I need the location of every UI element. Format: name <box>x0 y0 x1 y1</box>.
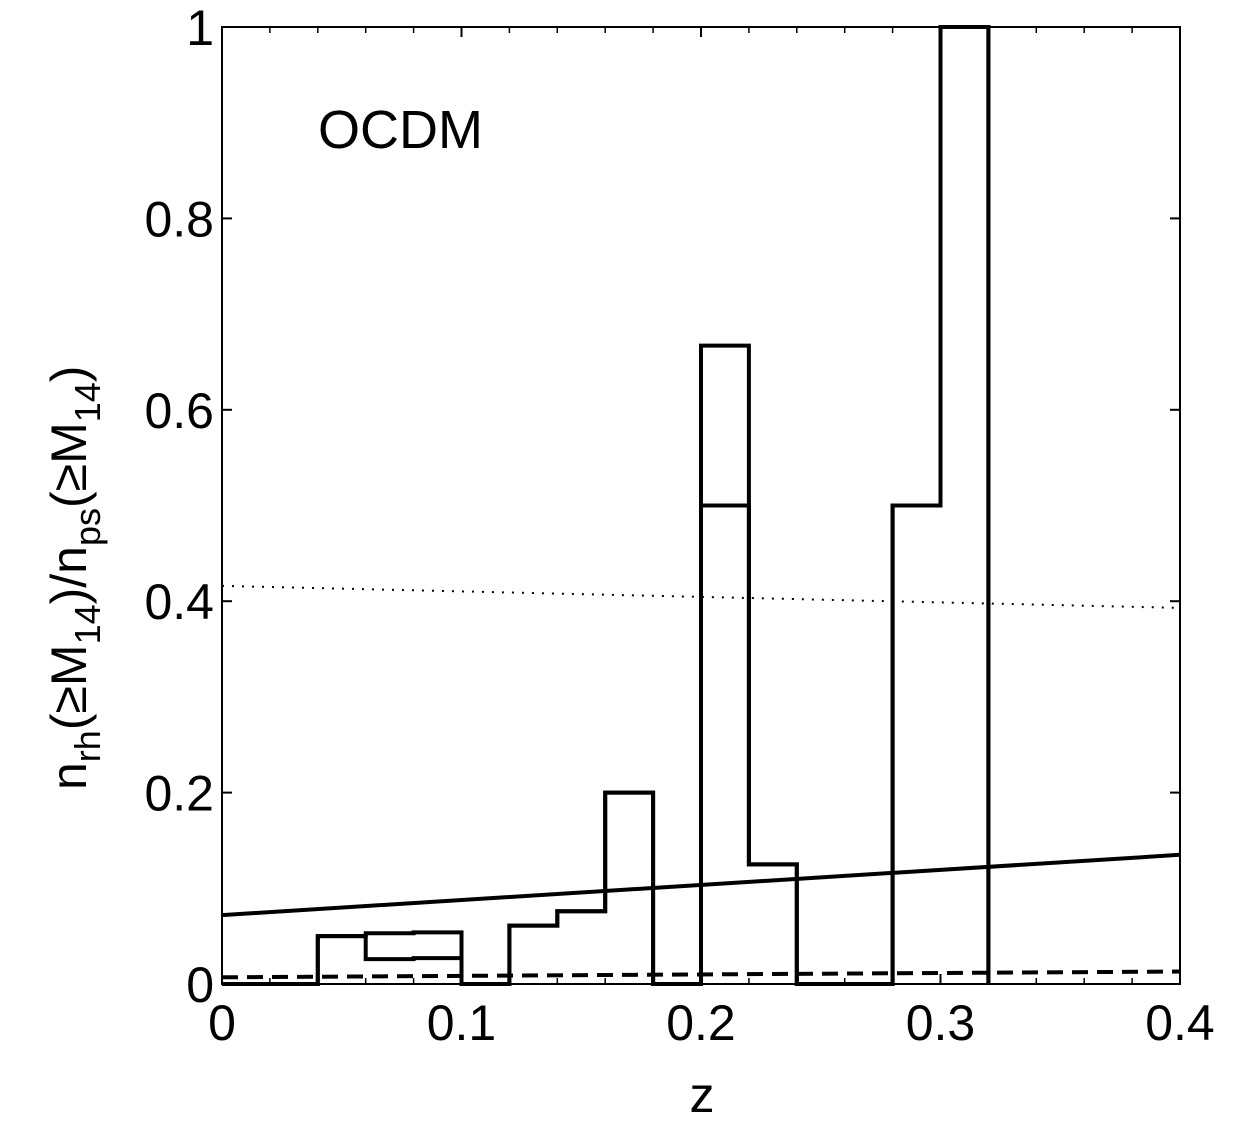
y-tick-label-1: 0.2 <box>144 766 214 822</box>
y-tick-label-5: 1 <box>186 0 214 56</box>
y-axis-label: nrh(≥M14)/nps(≥M14) <box>41 366 108 790</box>
x-tick-label-1: 0.1 <box>427 995 497 1051</box>
x-tick-label-2: 0.2 <box>666 995 736 1051</box>
y-tick-label-2: 0.4 <box>144 574 214 630</box>
plot-frame <box>221 26 1181 985</box>
series-solid-histogram-1 <box>222 25 991 986</box>
y-tick-label-4: 0.8 <box>144 191 214 247</box>
tick-layer: 0 0.1 0.2 0.3 0.4 0 0.2 0.4 0.6 0.8 1 <box>144 0 1214 1051</box>
y-tick-label-0: 0 <box>186 957 214 1013</box>
y-tick-label-3: 0.6 <box>144 383 214 439</box>
series-solid-line-2 <box>221 852 1181 918</box>
x-tick-label-4: 0.4 <box>1145 995 1215 1051</box>
x-tick-label-0: 0 <box>208 995 236 1051</box>
x-tick-label-3: 0.3 <box>906 995 976 1051</box>
x-axis-label: z <box>690 1067 715 1121</box>
annotation-label: OCDM <box>318 100 483 160</box>
